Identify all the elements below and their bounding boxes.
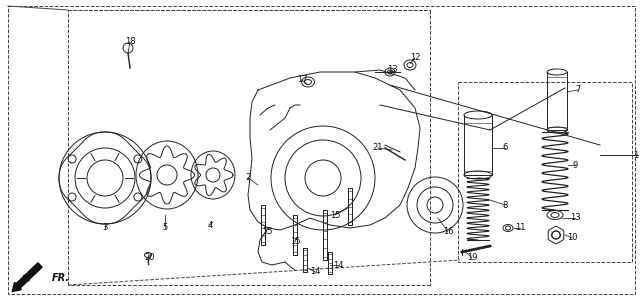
- Text: 19: 19: [467, 253, 477, 262]
- Text: 1: 1: [634, 150, 639, 160]
- Text: 14: 14: [333, 260, 343, 269]
- Text: 15: 15: [290, 237, 300, 247]
- Text: FR.: FR.: [52, 273, 70, 283]
- Text: 15: 15: [262, 228, 272, 237]
- Text: 5: 5: [163, 224, 168, 232]
- Text: 12: 12: [410, 54, 420, 63]
- Text: 18: 18: [125, 38, 135, 46]
- Text: 8: 8: [502, 200, 508, 209]
- Text: 10: 10: [567, 234, 577, 243]
- Text: 20: 20: [145, 253, 156, 262]
- Text: 15: 15: [330, 210, 340, 219]
- Text: 7: 7: [575, 85, 580, 95]
- Text: 9: 9: [572, 160, 578, 169]
- Text: 14: 14: [310, 268, 320, 277]
- Text: 4: 4: [207, 221, 212, 229]
- Text: 6: 6: [502, 144, 508, 153]
- Text: 11: 11: [515, 224, 525, 232]
- Text: 2: 2: [245, 173, 251, 182]
- Text: 17: 17: [297, 76, 307, 85]
- Text: 16: 16: [443, 228, 453, 237]
- Text: 13: 13: [570, 213, 580, 222]
- Text: 21: 21: [372, 144, 383, 153]
- FancyArrow shape: [12, 263, 42, 292]
- Text: 3: 3: [102, 224, 108, 232]
- Text: 13: 13: [387, 66, 397, 75]
